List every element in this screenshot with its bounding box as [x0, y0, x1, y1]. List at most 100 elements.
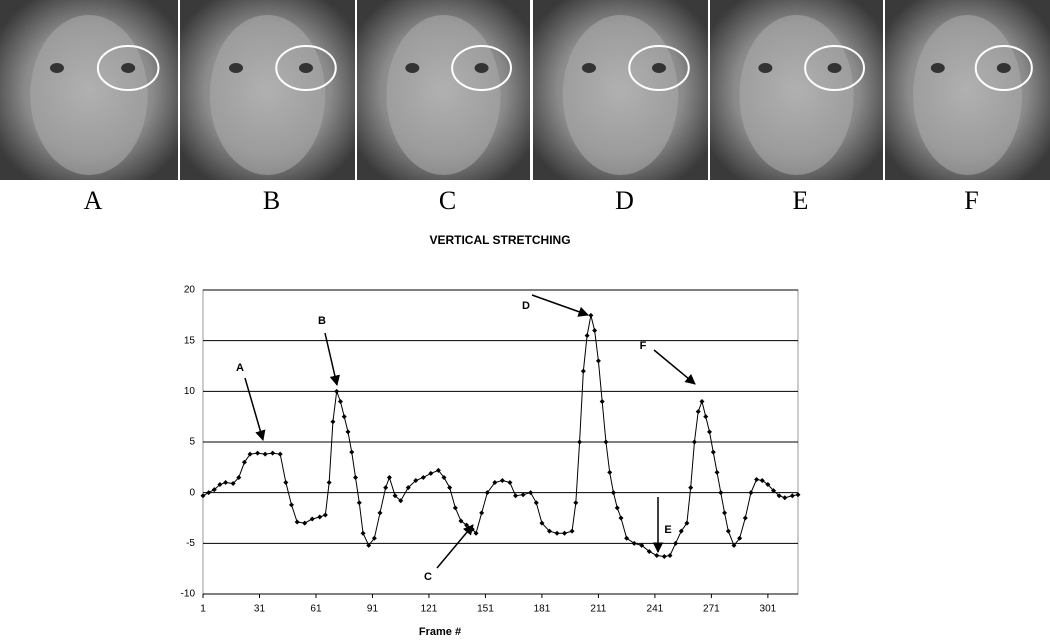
- eye-left: [229, 63, 243, 73]
- y-tick-label: -5: [186, 538, 195, 549]
- data-point: [533, 500, 539, 506]
- data-point: [428, 470, 434, 476]
- data-point: [441, 474, 447, 480]
- data-point: [731, 542, 737, 548]
- data-point: [435, 467, 441, 473]
- data-point: [614, 505, 620, 511]
- data-point: [607, 469, 613, 475]
- data-point: [603, 439, 609, 445]
- y-tick-label: 20: [184, 285, 196, 296]
- data-point: [247, 451, 253, 457]
- data-point: [513, 493, 519, 499]
- x-tick-label: 31: [254, 604, 266, 615]
- data-point: [699, 398, 705, 404]
- annotation: B: [318, 315, 326, 327]
- data-point: [754, 476, 760, 482]
- y-tick-label: 15: [184, 335, 196, 346]
- data-point: [262, 451, 268, 457]
- data-point: [392, 493, 398, 499]
- annotation-arrow: [531, 294, 589, 317]
- data-point: [479, 510, 485, 516]
- data-point: [577, 439, 583, 445]
- face: [562, 15, 679, 175]
- data-point: [200, 493, 206, 499]
- face-panels: A B C D E F: [0, 0, 1050, 215]
- chart-title: VERTICAL STRETCHING: [429, 233, 570, 247]
- data-point: [624, 535, 630, 541]
- data-point: [492, 480, 498, 486]
- data-point: [452, 505, 458, 511]
- data-point: [288, 502, 294, 508]
- eye: [121, 63, 136, 73]
- data-point: [554, 530, 560, 536]
- data-point: [661, 554, 667, 560]
- eye-outline: [804, 45, 865, 91]
- data-point: [236, 474, 242, 480]
- data-point: [782, 495, 788, 501]
- data-point: [654, 552, 660, 558]
- data-point: [341, 414, 347, 420]
- data-point: [383, 485, 389, 491]
- face: [913, 15, 1022, 175]
- data-point: [206, 490, 212, 496]
- data-point: [599, 398, 605, 404]
- data-point: [646, 548, 652, 554]
- data-point: [241, 459, 247, 465]
- x-tick-label: 271: [703, 604, 720, 615]
- face: [30, 15, 148, 175]
- data-point: [631, 540, 637, 546]
- data-point: [776, 493, 782, 499]
- panel-label: F: [964, 186, 978, 215]
- data-point: [667, 552, 673, 558]
- data-point: [618, 515, 624, 521]
- data-point: [277, 451, 283, 457]
- data-point: [447, 485, 453, 491]
- panel-label: E: [793, 186, 809, 215]
- data-point: [398, 498, 404, 504]
- y-tick-label: -10: [181, 589, 196, 600]
- data-point: [722, 510, 728, 516]
- annotation: F: [640, 340, 647, 352]
- annotation-arrow: [324, 332, 340, 387]
- annotation-arrow: [244, 377, 266, 442]
- data-point: [377, 510, 383, 516]
- annotation-arrow: [653, 349, 696, 385]
- data-point: [317, 514, 323, 520]
- data-point: [639, 542, 645, 548]
- data-point: [678, 528, 684, 534]
- x-tick-label: 301: [760, 604, 777, 615]
- y-tick-label: 10: [184, 386, 196, 397]
- data-point: [326, 480, 332, 486]
- data-point: [688, 485, 694, 491]
- eye-left: [49, 63, 64, 73]
- panel-label: C: [439, 186, 456, 215]
- data-point: [230, 481, 236, 487]
- face: [209, 15, 326, 175]
- data-point: [334, 388, 340, 394]
- panel-label: A: [84, 186, 103, 215]
- x-tick-label: 241: [647, 604, 664, 615]
- data-point: [223, 480, 229, 486]
- data-point: [714, 469, 720, 475]
- annotation: E: [664, 524, 671, 536]
- face: [739, 15, 854, 175]
- data-point: [562, 530, 568, 536]
- data-point: [707, 429, 713, 435]
- data-point: [528, 490, 534, 496]
- data-point: [765, 482, 771, 488]
- data-point: [349, 449, 355, 455]
- data-point: [573, 500, 579, 506]
- eye-left: [758, 63, 773, 73]
- data-point: [356, 500, 362, 506]
- eye: [652, 63, 666, 73]
- x-tick-label: 1: [200, 604, 206, 615]
- data-point: [710, 449, 716, 455]
- eye-left: [405, 63, 420, 73]
- data-point: [539, 520, 545, 526]
- data-point: [309, 516, 315, 522]
- data-point: [211, 487, 217, 493]
- data-point: [691, 439, 697, 445]
- data-point: [789, 493, 795, 499]
- data-point: [458, 518, 464, 524]
- data-point: [795, 492, 801, 498]
